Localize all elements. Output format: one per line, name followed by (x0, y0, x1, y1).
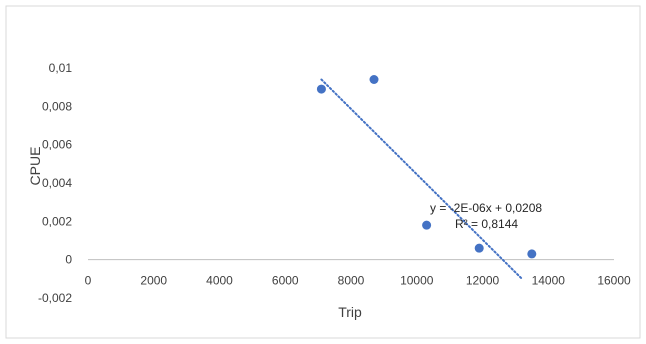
x-tick-label: 2000 (140, 274, 167, 288)
x-tick-label: 10000 (400, 274, 434, 288)
y-tick-label: 0,008 (42, 99, 72, 113)
data-point (474, 243, 484, 253)
trendline (320, 78, 523, 280)
data-points (316, 75, 537, 259)
data-point (316, 84, 326, 94)
x-tick-label: 0 (85, 274, 92, 288)
trendline-r-squared: R² = 0,8144 (455, 217, 518, 231)
y-tick-labels: -0,002 0 0,002 0,004 0,006 0,008 0,01 (38, 61, 72, 305)
y-tick-label: 0,006 (42, 138, 72, 152)
y-tick-label: -0,002 (38, 291, 72, 305)
trendline-equation: y = -2E-06x + 0,0208 (430, 201, 542, 215)
y-tick-label: 0,002 (42, 214, 72, 228)
data-point (369, 75, 379, 84)
x-tick-label: 12000 (466, 274, 500, 288)
y-tick-label: 0,004 (42, 176, 72, 190)
chart-border (5, 5, 641, 339)
x-tick-label: 16000 (597, 274, 631, 288)
y-tick-label: 0 (65, 253, 72, 267)
data-point (422, 220, 432, 230)
x-tick-label: 6000 (272, 274, 299, 288)
x-tick-labels: 0 2000 4000 6000 8000 10000 12000 14000 16000 (85, 274, 631, 288)
y-tick-label: 0,01 (49, 61, 73, 75)
x-axis-title: Trip (338, 304, 362, 320)
x-tick-label: 8000 (338, 274, 365, 288)
x-tick-label: 14000 (532, 274, 566, 288)
data-point (527, 249, 537, 259)
x-tick-label: 4000 (206, 274, 233, 288)
y-axis-title: CPUE (27, 147, 43, 186)
